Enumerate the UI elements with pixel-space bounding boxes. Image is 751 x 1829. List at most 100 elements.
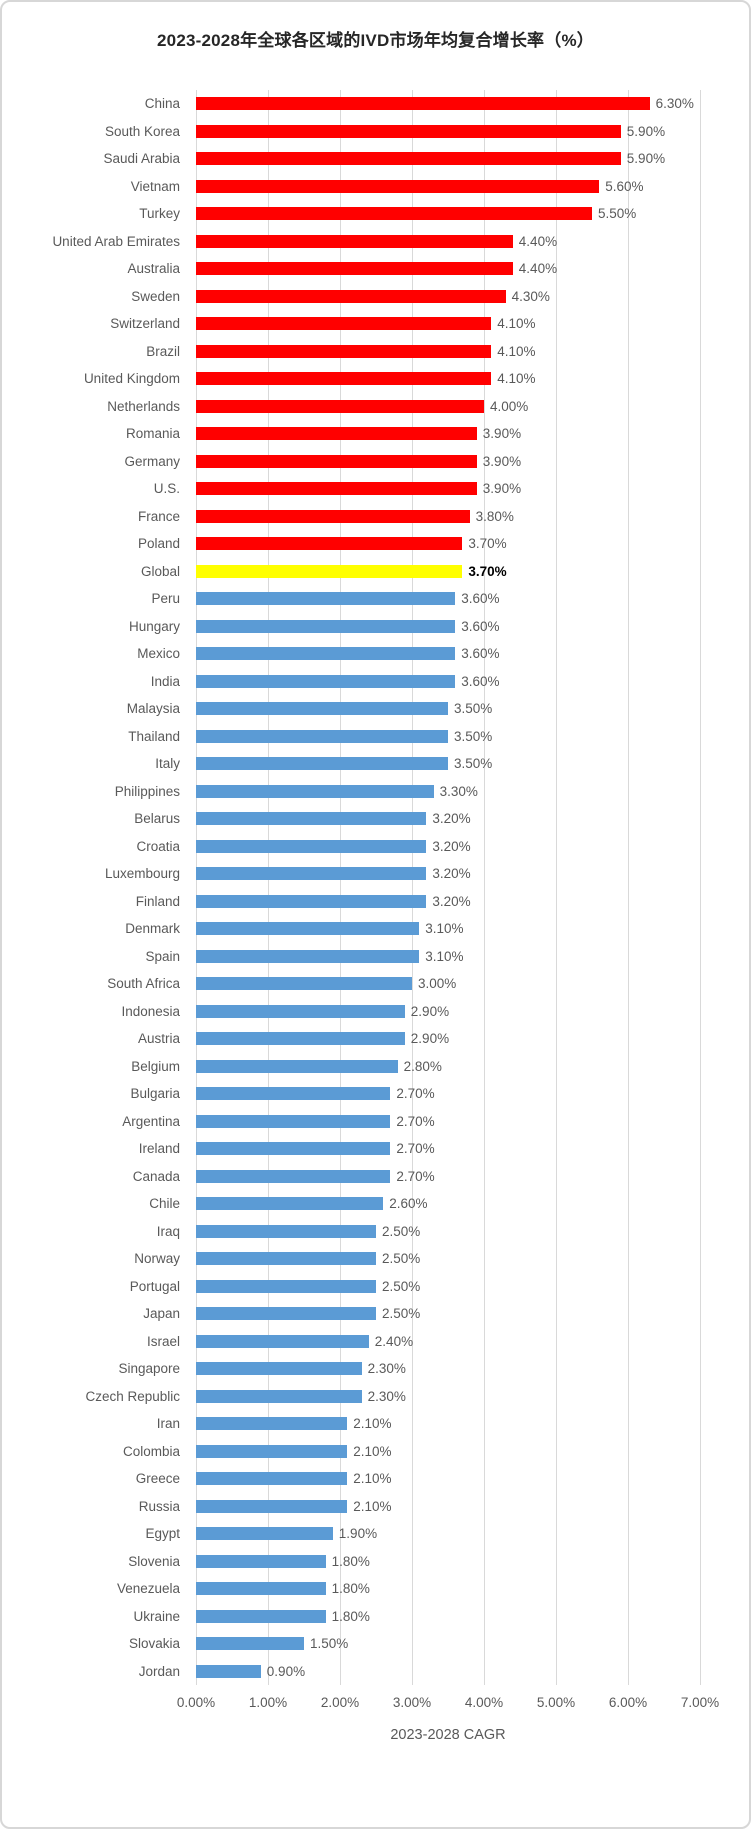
bar-track: 2.90% [196, 998, 749, 1026]
bar-row: Venezuela 1.80% [2, 1575, 749, 1603]
bar-track: 2.70% [196, 1163, 749, 1191]
bar [196, 509, 470, 523]
x-tick-label: 0.00% [176, 1695, 216, 1710]
value-label: 2.50% [382, 1223, 421, 1239]
category-label: Hungary [128, 618, 180, 634]
bar-track: 3.50% [196, 723, 749, 751]
bar-row: Switzerland 4.10% [2, 310, 749, 338]
bar-row: Portugal 2.50% [2, 1273, 749, 1301]
bar [196, 1664, 261, 1678]
category-label: Finland [135, 893, 180, 909]
bar-track: 2.50% [196, 1273, 749, 1301]
bar-row: United Kingdom 4.10% [2, 365, 749, 393]
category-label: Slovakia [128, 1636, 180, 1652]
bar-track: 2.80% [196, 1053, 749, 1081]
bar [196, 1307, 376, 1321]
value-label: 3.50% [454, 756, 493, 772]
bar-row: Norway 2.50% [2, 1245, 749, 1273]
value-label: 3.60% [461, 646, 500, 662]
bar [196, 1252, 376, 1266]
bar-track: 6.30% [196, 90, 749, 118]
value-label: 2.50% [382, 1251, 421, 1267]
category-label: Saudi Arabia [103, 151, 180, 167]
value-label: 2.10% [353, 1498, 392, 1514]
x-tick-label: 6.00% [608, 1695, 648, 1710]
x-tick-label: 3.00% [392, 1695, 432, 1710]
bar-track: 2.60% [196, 1190, 749, 1218]
value-label: 4.10% [497, 343, 536, 359]
category-label: Belgium [131, 1058, 180, 1074]
bar [196, 537, 463, 551]
bar-row: Thailand 3.50% [2, 723, 749, 751]
bar [196, 97, 650, 111]
bar-row: Mexico 3.60% [2, 640, 749, 668]
bar [196, 1224, 376, 1238]
bar-row: Jordan 0.90% [2, 1658, 749, 1686]
bar [196, 977, 412, 991]
chart-title: 2023-2028年全球各区域的IVD市场年均复合增长率（%） [157, 31, 594, 50]
bar [196, 592, 456, 606]
bar-track: 2.10% [196, 1465, 749, 1493]
x-tick-label: 2.00% [320, 1695, 360, 1710]
value-label: 2.10% [353, 1443, 392, 1459]
bar [196, 1637, 304, 1651]
bar-track: 0.90% [196, 1658, 749, 1686]
bar-row: Denmark 3.10% [2, 915, 749, 943]
value-label: 4.40% [518, 233, 558, 249]
category-label: India [150, 673, 180, 689]
value-label: 1.80% [331, 1553, 370, 1569]
value-label: 2.30% [367, 1388, 406, 1404]
bar [196, 372, 492, 386]
bar [196, 317, 492, 331]
bar-row: Colombia 2.10% [2, 1438, 749, 1466]
bar-track: 3.60% [196, 585, 749, 613]
value-label: 2.70% [396, 1141, 435, 1157]
bar-row: Argentina 2.70% [2, 1108, 749, 1136]
category-label: Romania [125, 426, 180, 442]
value-label: 3.80% [475, 508, 514, 524]
bar-row: Japan 2.50% [2, 1300, 749, 1328]
category-label: Mexico [137, 646, 180, 662]
bar-track: 3.90% [196, 420, 749, 448]
value-label: 1.90% [338, 1526, 378, 1542]
bar-row: South Korea 5.90% [2, 118, 749, 146]
bar [196, 454, 477, 468]
category-label: Italy [155, 756, 180, 772]
category-label: Luxembourg [104, 866, 180, 882]
bar-track: 2.10% [196, 1493, 749, 1521]
category-label: France [137, 508, 180, 524]
bar-row: Spain 3.10% [2, 943, 749, 971]
category-label: Denmark [125, 921, 180, 937]
category-label: Indonesia [121, 1003, 180, 1019]
category-label: Russia [138, 1498, 180, 1514]
bar-row: Austria 2.90% [2, 1025, 749, 1053]
value-label: 3.50% [454, 728, 493, 744]
value-label: 2.60% [389, 1196, 428, 1212]
bar-track: 5.50% [196, 200, 749, 228]
bar-row: Germany 3.90% [2, 448, 749, 476]
category-label: Belarus [134, 811, 180, 827]
category-label: Austria [137, 1031, 180, 1047]
bar-track: 3.50% [196, 695, 749, 723]
bar-track: 1.50% [196, 1630, 749, 1658]
bar-track: 3.20% [196, 833, 749, 861]
bar-track: 4.40% [196, 255, 749, 283]
bar-row: Israel 2.40% [2, 1328, 749, 1356]
bar [196, 839, 427, 853]
x-tick-label: 7.00% [680, 1695, 720, 1710]
bar [196, 702, 448, 716]
category-label: Peru [151, 591, 180, 607]
category-label: Vietnam [130, 178, 180, 194]
value-label: 3.90% [482, 426, 522, 442]
bar [196, 1444, 348, 1458]
bar-track: 1.90% [196, 1520, 749, 1548]
bars-container: China 6.30% South Korea 5.90% Saudi Arabia 5.… [2, 90, 749, 1685]
value-label: 2.50% [382, 1306, 421, 1322]
value-label: 4.10% [497, 371, 536, 387]
category-label: Canada [132, 1168, 180, 1184]
bar-track: 3.50% [196, 750, 749, 778]
category-label: Slovenia [128, 1553, 180, 1569]
bar [196, 867, 427, 881]
value-label: 3.60% [461, 591, 500, 607]
bar-row: U.S. 3.90% [2, 475, 749, 503]
